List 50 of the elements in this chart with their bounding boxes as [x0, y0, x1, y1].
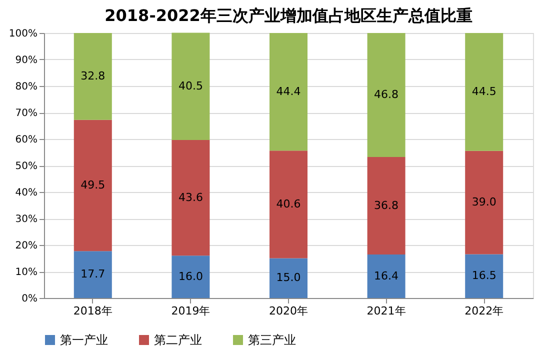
- y-tick-label: 30%: [15, 214, 38, 225]
- bar: [367, 254, 406, 298]
- bar: [270, 258, 308, 298]
- bar: [74, 120, 112, 252]
- y-tick-label: 60%: [15, 134, 38, 146]
- x-tick-label: 2020年: [269, 304, 308, 318]
- data-label: 39.0: [472, 196, 496, 209]
- bar: [172, 140, 210, 256]
- legend-label: 第三产业: [248, 333, 296, 347]
- x-tick-label: 2019年: [171, 304, 210, 318]
- bar: [367, 33, 406, 158]
- y-tick-label: 0%: [22, 294, 38, 304]
- legend-label: 第一产业: [60, 333, 108, 347]
- bar: [270, 150, 308, 258]
- data-label: 15.0: [276, 271, 301, 284]
- legend-label: 第二产业: [154, 333, 202, 347]
- data-label: 16.4: [374, 269, 399, 282]
- data-label: 44.4: [276, 84, 301, 98]
- y-tick-label: 70%: [15, 108, 38, 119]
- x-tick-label: 2021年: [366, 304, 406, 318]
- y-tick-label: 20%: [15, 240, 38, 252]
- bar: [74, 251, 112, 298]
- data-label: 17.7: [80, 268, 106, 281]
- data-label: 16.5: [472, 269, 496, 282]
- bar: [172, 32, 210, 140]
- chart-title: 2018-2022年三次产业增加值占地区生产总值比重: [104, 6, 472, 25]
- y-tick-label: 90%: [15, 55, 38, 66]
- data-label: 49.5: [80, 178, 106, 192]
- data-label: 16.0: [178, 270, 203, 283]
- x-tick-label: 2018年: [73, 304, 112, 318]
- y-tick-label: 100%: [8, 28, 38, 40]
- bar: [270, 33, 308, 151]
- bar: [74, 33, 112, 120]
- x-tick-label: 2022年: [464, 304, 504, 318]
- data-label: 40.5: [178, 79, 203, 92]
- y-tick-label: 40%: [15, 188, 38, 198]
- data-label: 32.8: [80, 69, 106, 82]
- bar: [367, 157, 406, 255]
- data-label: 43.6: [178, 190, 203, 204]
- bar: [465, 150, 504, 254]
- data-label: 44.5: [472, 84, 496, 98]
- data-label: 36.8: [374, 198, 399, 212]
- data-label: 46.8: [374, 88, 399, 102]
- y-tick-label: 10%: [15, 267, 38, 278]
- data-label: 40.6: [276, 197, 301, 210]
- bar: [172, 256, 210, 298]
- y-tick-label: 50%: [15, 161, 38, 172]
- bar: [465, 254, 504, 298]
- y-tick-label: 80%: [15, 82, 38, 92]
- bar: [465, 33, 504, 151]
